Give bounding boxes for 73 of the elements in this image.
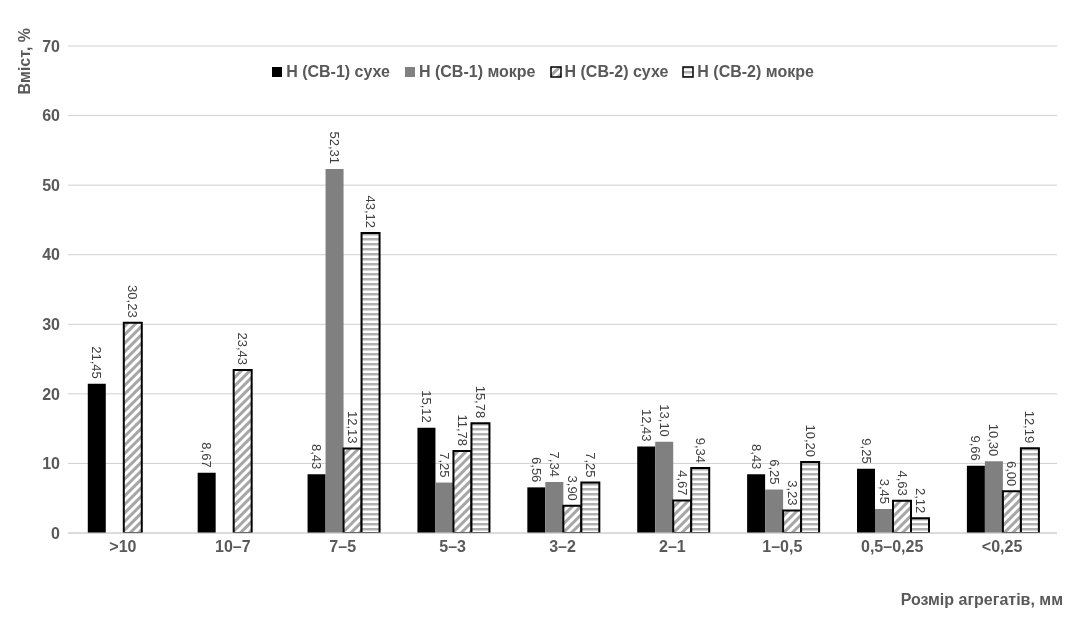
bar: [984, 461, 1003, 533]
bar: [527, 487, 546, 533]
bar: [655, 441, 674, 533]
bar: [232, 368, 253, 533]
data-label: 9,66: [968, 435, 984, 461]
data-label: 2,12: [912, 487, 928, 514]
bar: [966, 465, 985, 533]
y-tick-label: 10: [42, 455, 61, 473]
data-label: 30,23: [125, 285, 141, 318]
bar: [637, 446, 656, 533]
y-tick-label: 60: [42, 107, 61, 125]
data-label: 4,67: [674, 470, 690, 496]
bar: [122, 321, 143, 533]
data-label: 9,34: [692, 437, 708, 464]
data-label: 4,63: [894, 470, 910, 496]
bar: [435, 482, 454, 533]
data-label: 3,90: [564, 475, 580, 501]
bar: [417, 427, 436, 533]
data-label: 15,12: [418, 390, 434, 423]
bar: [875, 509, 893, 533]
data-label: 23,43: [235, 332, 251, 365]
data-label: 11,78: [454, 414, 470, 447]
bar: [325, 169, 344, 533]
data-label: 6,56: [528, 457, 544, 483]
bar: [87, 383, 106, 533]
y-tick-label: 20: [42, 385, 61, 403]
data-label: 8,67: [199, 442, 215, 468]
y-tick-label: 0: [51, 524, 61, 542]
data-label: 8,43: [309, 444, 325, 470]
y-tick-label: 40: [42, 246, 61, 264]
data-label: 21,45: [89, 346, 105, 379]
legend-label: Н (СВ-2) мокре: [697, 63, 814, 81]
data-label: 13,10: [656, 404, 672, 437]
bar: [545, 481, 564, 533]
x-tick-label: 0,5–0,25: [861, 538, 924, 556]
data-label: 52,31: [327, 131, 343, 165]
data-label: 12,19: [1022, 410, 1038, 444]
data-label: 6,00: [1004, 460, 1020, 487]
x-tick-label: 10–7: [215, 538, 251, 556]
legend-label: Н (СВ-1) мокре: [418, 63, 536, 81]
x-tick-label: 3–2: [549, 538, 576, 556]
bar: [765, 489, 784, 533]
data-label: 7,25: [436, 452, 452, 478]
data-label: 3,23: [784, 480, 800, 506]
x-tick-label: 1–0,5: [762, 538, 803, 556]
y-axis-title: Вміст, %: [16, 28, 34, 95]
bar: [307, 474, 326, 533]
bar: [747, 474, 766, 533]
data-label: 43,12: [363, 195, 379, 229]
bar: [197, 472, 216, 533]
x-tick-label: 2–1: [659, 538, 686, 556]
bar: [857, 468, 875, 533]
data-label: 12,43: [638, 408, 654, 442]
data-label: 9,25: [858, 438, 874, 464]
y-tick-label: 50: [42, 176, 61, 194]
legend-label: Н (СВ-2) сухе: [564, 63, 669, 81]
data-label: 6,25: [766, 459, 782, 485]
data-label: 7,25: [582, 452, 598, 478]
x-tick-label: 5–3: [439, 538, 467, 556]
y-tick-label: 30: [42, 315, 61, 333]
data-label: 10,30: [986, 423, 1002, 457]
x-tick-label: >10: [109, 538, 137, 556]
legend-label: Н (СВ-1) сухе: [286, 63, 390, 81]
data-label: 12,13: [345, 411, 361, 444]
data-label: 7,34: [546, 451, 562, 477]
x-tick-label: <0,25: [981, 538, 1023, 556]
data-label: 3,45: [876, 478, 892, 504]
x-axis-title: Розмір агрегатів, мм: [900, 591, 1063, 609]
x-tick-label: 7–5: [329, 538, 357, 556]
data-label: 15,78: [472, 385, 488, 419]
y-tick-label: 70: [42, 37, 61, 55]
data-label: 8,43: [748, 444, 764, 470]
data-label: 10,20: [802, 424, 818, 458]
